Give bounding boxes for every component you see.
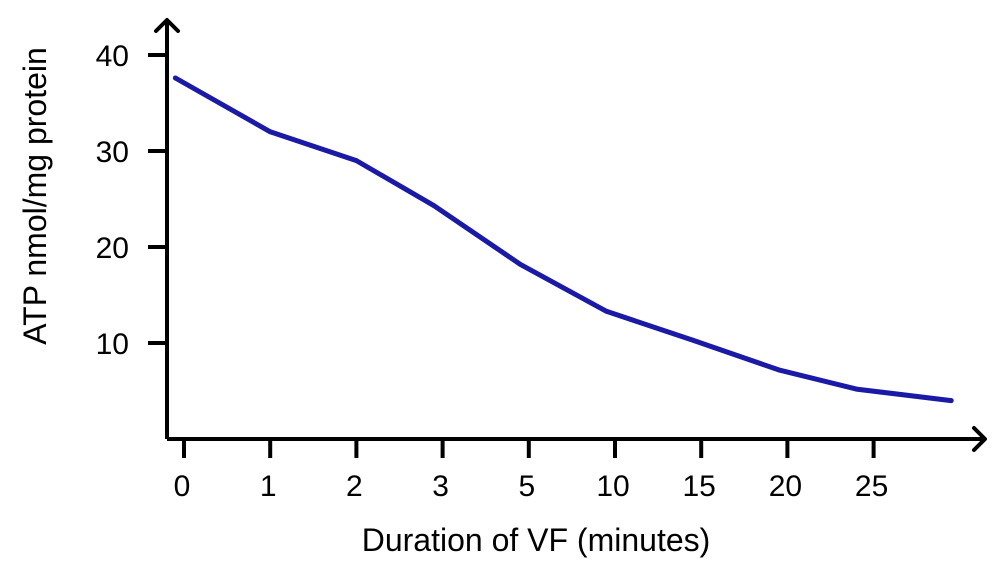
x-tick-label: 20	[769, 470, 802, 503]
x-tick-label: 3	[432, 470, 449, 503]
data-point	[173, 75, 178, 81]
y-tick-label: 20	[96, 232, 129, 265]
data-point	[604, 308, 609, 314]
x-tick-label: 1	[260, 470, 277, 503]
y-axis-arrowhead	[154, 18, 180, 33]
data-point	[431, 203, 437, 209]
x-tick-label: 5	[518, 470, 535, 503]
data-point	[267, 129, 273, 135]
y-tick-label: 10	[96, 328, 129, 361]
data-point	[354, 158, 359, 164]
data-point	[948, 398, 954, 403]
x-tick-label: 2	[346, 470, 363, 503]
y-tick-label: 30	[96, 136, 129, 169]
x-axis-title: Duration of VF (minutes)	[362, 522, 711, 558]
atp-series-line	[172, 75, 954, 404]
x-tick-label: 0	[174, 470, 191, 503]
y-tick-label: 40	[96, 40, 129, 73]
data-point	[690, 337, 695, 343]
data-point	[517, 261, 523, 267]
data-point	[854, 386, 859, 392]
data-points	[173, 75, 954, 403]
x-tick-label: 10	[596, 470, 629, 503]
y-axis-title: ATP nmol/mg protein	[17, 47, 53, 345]
x-tick-label: 25	[855, 470, 888, 503]
x-axis-arrowhead	[972, 426, 987, 452]
x-axis-ticks: 0 1 2 3 5 10 15 20 25	[174, 439, 888, 503]
x-tick-label: 15	[683, 470, 716, 503]
y-axis-ticks: 10 20 30 40	[96, 40, 167, 361]
axes	[154, 18, 987, 452]
data-point	[776, 367, 782, 373]
